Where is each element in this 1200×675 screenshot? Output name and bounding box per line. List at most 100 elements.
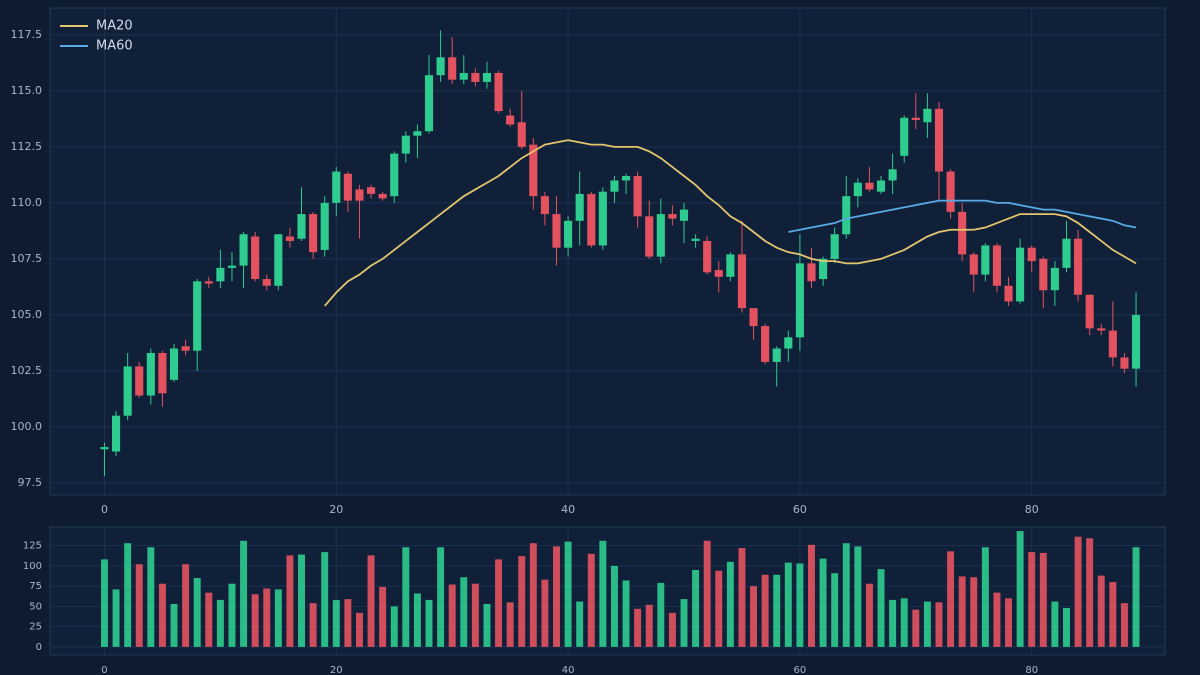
volume-bar bbox=[761, 574, 769, 647]
candle-body bbox=[1074, 238, 1083, 295]
candle-body bbox=[320, 202, 329, 250]
candle-body bbox=[714, 270, 723, 277]
candle-body bbox=[946, 171, 955, 212]
volume-bar bbox=[135, 564, 143, 647]
volume-bar bbox=[599, 540, 607, 647]
candle-body bbox=[1016, 247, 1025, 302]
candle-body bbox=[911, 117, 920, 121]
price-panel bbox=[49, 7, 1166, 496]
x-tick-label: 60 bbox=[794, 665, 807, 675]
volume-bar bbox=[170, 603, 178, 647]
volume-bar bbox=[587, 553, 595, 647]
candle-body bbox=[598, 191, 607, 246]
candle-body bbox=[448, 57, 457, 80]
candle-body bbox=[343, 173, 352, 201]
candle-body bbox=[413, 131, 422, 136]
volume-bar bbox=[1005, 598, 1013, 647]
volume-bar bbox=[668, 612, 676, 647]
volume-bar bbox=[1132, 547, 1140, 647]
volume-bar bbox=[448, 584, 456, 647]
x-tick-label: 0 bbox=[101, 665, 107, 675]
candle-body bbox=[494, 72, 503, 112]
volume-bar bbox=[425, 599, 433, 647]
volume-bar bbox=[460, 577, 468, 647]
candle-body bbox=[761, 326, 770, 362]
candle-body bbox=[865, 182, 874, 190]
volume-bar bbox=[796, 563, 804, 647]
candle-body bbox=[112, 415, 121, 452]
volume-bar bbox=[483, 603, 491, 647]
candle-body bbox=[575, 193, 584, 221]
candle-body bbox=[355, 189, 364, 201]
candle-body bbox=[540, 196, 549, 215]
candle-body bbox=[158, 352, 167, 394]
volume-bar bbox=[471, 583, 479, 647]
volume-bar bbox=[124, 543, 132, 647]
volume-bar bbox=[680, 599, 688, 647]
candle-body bbox=[181, 346, 190, 351]
volume-bar bbox=[1016, 531, 1024, 647]
volume-bar bbox=[1039, 552, 1047, 647]
candle-body bbox=[100, 447, 109, 450]
volume-bar bbox=[877, 569, 885, 647]
candle-body bbox=[135, 366, 144, 396]
legend-text: MA20 bbox=[96, 19, 133, 34]
volume-bar bbox=[715, 570, 723, 647]
y-tick-label: 115.0 bbox=[11, 84, 43, 97]
volume-bar bbox=[518, 556, 526, 647]
volume-bar bbox=[286, 555, 294, 647]
candle-body bbox=[992, 245, 1001, 286]
y-tick-label: 100 bbox=[23, 561, 42, 572]
candle-body bbox=[888, 169, 897, 181]
volume-bar bbox=[100, 559, 108, 647]
volume-bar bbox=[402, 547, 410, 647]
volume-bar bbox=[831, 573, 839, 647]
volume-bar bbox=[263, 588, 271, 647]
volume-bar bbox=[808, 544, 815, 647]
candle-body bbox=[1062, 238, 1071, 268]
volume-bar bbox=[355, 612, 363, 647]
y-tick-label: 25 bbox=[29, 622, 42, 633]
volume-bar bbox=[541, 579, 549, 647]
x-tick-label: 60 bbox=[793, 503, 807, 516]
candle-body bbox=[401, 135, 410, 154]
volume-bar bbox=[147, 547, 155, 647]
volume-bar bbox=[947, 551, 955, 647]
candle-body bbox=[424, 75, 434, 132]
volume-bar bbox=[912, 609, 920, 647]
candle-body bbox=[1131, 314, 1141, 369]
candle-body bbox=[529, 144, 538, 197]
y-tick-label: 75 bbox=[29, 581, 42, 592]
y-tick-label: 117.5 bbox=[11, 28, 43, 41]
volume-bar bbox=[576, 601, 584, 647]
candle-body bbox=[169, 348, 179, 380]
candle-body bbox=[969, 254, 978, 275]
candle-body bbox=[564, 220, 573, 248]
candle-body bbox=[981, 245, 990, 275]
volume-bar bbox=[529, 543, 537, 647]
volume-bar bbox=[1109, 582, 1117, 647]
volume-bar bbox=[1097, 575, 1105, 647]
candle-body bbox=[876, 180, 886, 192]
volume-bar bbox=[981, 547, 989, 647]
candle-body bbox=[679, 209, 689, 221]
volume-bar bbox=[692, 569, 700, 647]
x-tick-label: 20 bbox=[330, 665, 343, 675]
candle-body bbox=[1120, 357, 1129, 369]
candle-body bbox=[506, 115, 515, 125]
volume-bar bbox=[437, 547, 445, 647]
volume-bar bbox=[228, 583, 236, 647]
candle-body bbox=[471, 72, 480, 82]
volume-bar bbox=[645, 604, 653, 647]
candle-body bbox=[900, 117, 909, 156]
volume-bar bbox=[274, 589, 282, 647]
candle-body bbox=[784, 337, 793, 349]
volume-bar bbox=[321, 552, 329, 647]
candle-body bbox=[1097, 328, 1106, 331]
volume-bar bbox=[865, 583, 873, 647]
candle-body bbox=[795, 263, 804, 338]
candle-body bbox=[958, 211, 967, 255]
y-tick-label: 0 bbox=[36, 642, 42, 653]
volume-bar bbox=[738, 548, 746, 647]
